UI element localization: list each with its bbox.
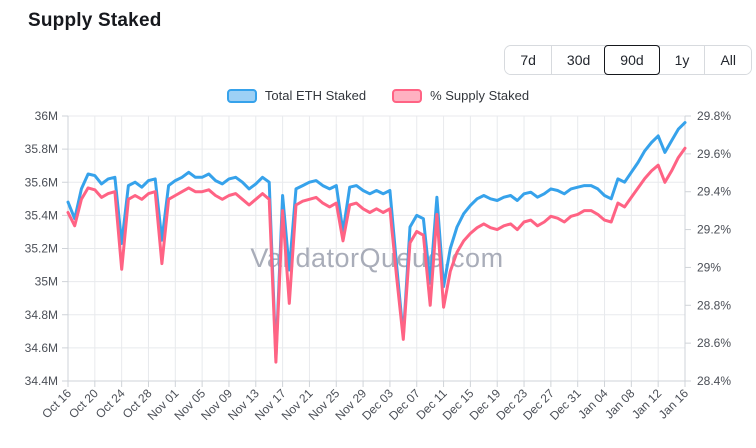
percent-supply-staked-line[interactable] [66,146,687,364]
range-button-1y[interactable]: 1y [658,46,705,74]
y-axis-left-labels: 36M 35.8M 35.6M 35.4M 35.2M 35M 34.8M 34.6M 34.4… [25,109,58,388]
svg-text:29%: 29% [697,260,721,274]
total-eth-staked-line[interactable] [66,121,687,360]
svg-text:Jan 16: Jan 16 [656,386,692,422]
svg-text:34.4M: 34.4M [25,374,58,388]
svg-text:Dec 31: Dec 31 [547,386,584,423]
range-button-all[interactable]: All [704,46,751,74]
legend-item-percent-supply-staked[interactable]: % Supply Staked [392,88,529,103]
y-axis-right-labels: 29.8% 29.6% 29.4% 29.2% 29% 28.8% 28.6% 28.4% [697,109,731,388]
legend-label: Total ETH Staked [264,88,367,103]
svg-text:35.2M: 35.2M [25,242,58,256]
svg-text:Oct 16: Oct 16 [39,386,74,421]
svg-text:35.8M: 35.8M [25,142,58,156]
svg-text:29.8%: 29.8% [697,109,731,123]
legend-swatch [392,88,423,103]
svg-text:35.6M: 35.6M [25,175,58,189]
chart-legend: Total ETH Staked % Supply Staked [0,88,756,103]
svg-text:34.6M: 34.6M [25,341,58,355]
svg-text:Oct 24: Oct 24 [93,386,128,421]
page-title: Supply Staked [28,10,162,31]
time-range-selector: 7d 30d 90d 1y All [504,45,752,75]
range-button-90d[interactable]: 90d [604,45,660,75]
svg-text:28.8%: 28.8% [697,298,731,312]
svg-text:29.6%: 29.6% [697,147,731,161]
range-button-7d[interactable]: 7d [505,46,551,74]
svg-text:35M: 35M [35,275,58,289]
svg-text:28.4%: 28.4% [697,374,731,388]
svg-text:29.4%: 29.4% [697,185,731,199]
svg-text:34.8M: 34.8M [25,308,58,322]
legend-label: % Supply Staked [430,88,530,103]
range-button-30d[interactable]: 30d [550,46,606,74]
legend-swatch [226,88,257,103]
svg-text:Oct 20: Oct 20 [66,386,101,421]
svg-text:28.6%: 28.6% [697,336,731,350]
svg-text:29.2%: 29.2% [697,223,731,237]
svg-text:35.4M: 35.4M [25,208,58,222]
axis-borders [62,115,691,387]
svg-text:36M: 36M [35,109,58,123]
legend-item-total-eth-staked[interactable]: Total ETH Staked [226,88,367,103]
